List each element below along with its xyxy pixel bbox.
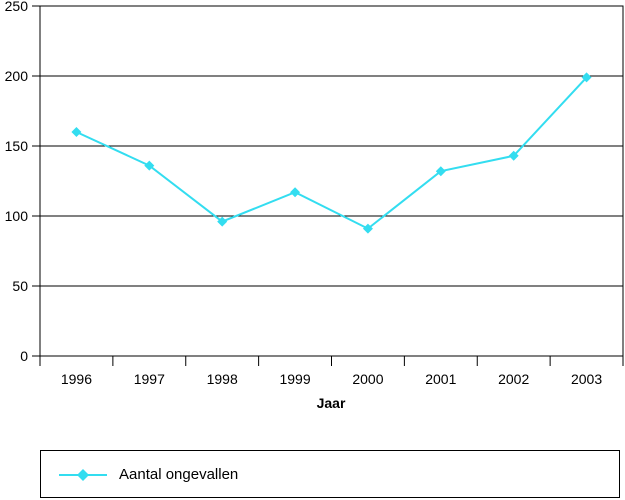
grid-lines <box>40 75 623 287</box>
x-tick-label: 1996 <box>61 371 92 387</box>
x-axis-ticks: 1996 1997 1998 1999 2000 2001 2002 2003 <box>39 356 624 387</box>
line-chart: 0 50 100 150 200 250 1996 1997 1998 1999 2000 2001… <box>5 0 624 411</box>
y-axis-ticks: 0 50 100 150 200 250 <box>5 0 40 364</box>
data-markers <box>71 72 592 234</box>
data-point-marker <box>581 72 592 83</box>
legend: Aantal ongevallen <box>40 450 620 498</box>
plot-area <box>39 5 624 357</box>
data-point-marker <box>362 223 373 234</box>
x-tick-label: 1997 <box>134 371 165 387</box>
x-axis-title: Jaar <box>317 395 346 411</box>
data-point-marker <box>435 166 446 177</box>
y-tick-label: 200 <box>5 68 29 84</box>
x-tick-label: 2000 <box>352 371 383 387</box>
data-point-marker <box>71 127 82 137</box>
x-tick-label: 2001 <box>425 371 456 387</box>
data-point-marker <box>290 187 301 198</box>
x-tick-label: 1999 <box>279 371 310 387</box>
legend-label: Aantal ongevallen <box>119 466 239 483</box>
y-tick-label: 0 <box>20 348 28 364</box>
y-tick-label: 50 <box>12 278 28 294</box>
data-point-marker <box>508 150 519 161</box>
x-tick-label: 2002 <box>498 371 529 387</box>
data-point-marker <box>217 216 228 227</box>
y-tick-label: 100 <box>5 208 29 224</box>
data-point-marker <box>144 160 155 171</box>
y-tick-label: 150 <box>5 138 29 154</box>
x-tick-label: 1998 <box>207 371 238 387</box>
legend-swatch <box>59 469 107 481</box>
x-tick-label: 2003 <box>571 371 602 387</box>
y-tick-label: 250 <box>5 0 29 14</box>
series-line <box>76 76 588 230</box>
